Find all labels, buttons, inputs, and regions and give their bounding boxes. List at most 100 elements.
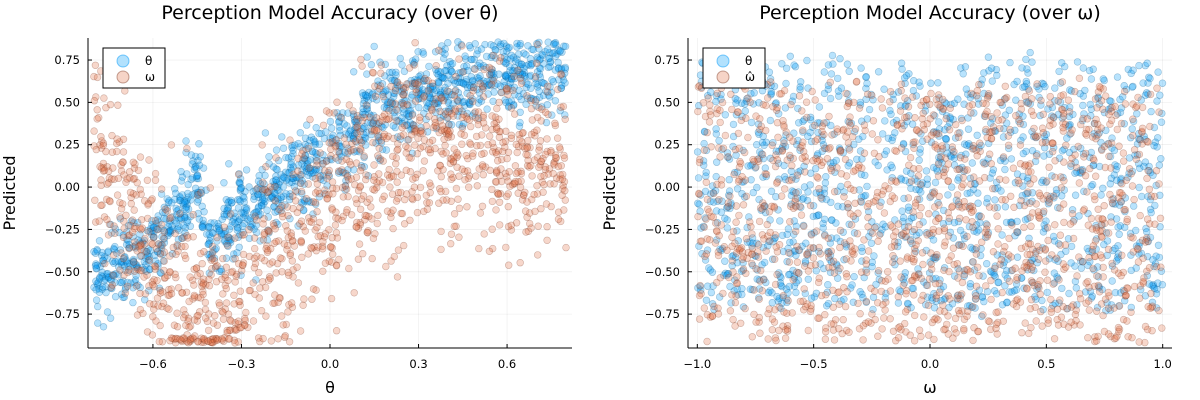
scatter-point	[829, 286, 837, 294]
scatter-point	[927, 265, 936, 273]
scatter-point	[504, 44, 512, 52]
scatter-point	[557, 64, 566, 73]
scatter-point	[842, 89, 850, 98]
scatter-point	[249, 210, 258, 218]
scatter-point	[507, 104, 516, 112]
scatter-point	[260, 200, 268, 208]
scatter-point	[843, 288, 851, 296]
scatter-point	[144, 255, 153, 263]
scatter-point	[410, 78, 419, 87]
scatter-point	[254, 177, 263, 185]
scatter-point	[715, 232, 723, 240]
scatter-point	[109, 244, 118, 253]
scatter-point	[276, 178, 284, 186]
scatter-point	[551, 38, 560, 47]
scatter-point	[923, 175, 931, 183]
scatter-point	[441, 107, 449, 116]
scatter-point	[263, 236, 272, 244]
legend-label-1: ω	[145, 70, 155, 84]
scatter-point	[103, 308, 112, 316]
scatter-point	[487, 41, 495, 49]
scatter-point	[403, 100, 411, 109]
scatter-point	[546, 57, 555, 66]
scatter-point	[109, 271, 117, 279]
scatter-point	[277, 203, 285, 212]
scatter-point	[467, 122, 475, 131]
scatter-point	[948, 143, 957, 151]
scatter-point	[874, 332, 882, 340]
scatter-point	[292, 173, 301, 182]
scatter-point	[786, 218, 794, 226]
scatter-point	[721, 111, 729, 119]
scatter-point	[945, 295, 954, 303]
scatter-point	[164, 222, 173, 231]
scatter-point	[561, 63, 569, 72]
scatter-point	[787, 100, 795, 109]
scatter-point	[549, 77, 557, 86]
scatter-point	[371, 92, 380, 101]
scatter-point	[328, 184, 337, 193]
scatter-point	[335, 255, 343, 264]
scatter-point	[312, 200, 320, 208]
scatter-point	[546, 83, 554, 91]
scatter-point	[397, 100, 406, 109]
scatter-point	[217, 231, 226, 239]
scatter-point	[118, 278, 126, 287]
scatter-point	[296, 143, 304, 151]
scatter-point	[199, 221, 207, 229]
scatter-point	[240, 194, 248, 202]
scatter-point	[165, 305, 173, 313]
scatter-point	[94, 278, 103, 286]
scatter-point	[847, 221, 856, 229]
scatter-point	[274, 220, 282, 229]
scatter-point	[496, 221, 504, 229]
scatter-point	[242, 166, 251, 174]
scatter-point	[1067, 303, 1076, 311]
scatter-point	[536, 55, 545, 63]
scatter-point	[447, 240, 455, 248]
scatter-point	[91, 196, 99, 205]
scatter-point	[350, 68, 358, 76]
scatter-point	[254, 203, 263, 211]
scatter-point	[316, 149, 324, 157]
scatter-point	[987, 276, 995, 285]
scatter-point	[1026, 305, 1035, 313]
scatter-point	[252, 276, 260, 284]
scatter-point	[353, 111, 362, 120]
scatter-point	[504, 177, 512, 185]
scatter-point	[450, 222, 458, 231]
scatter-point	[717, 181, 726, 189]
scatter-point	[388, 99, 397, 108]
scatter-point	[315, 129, 323, 138]
scatter-point	[1062, 141, 1070, 150]
scatter-point	[414, 90, 422, 98]
scatter-point	[934, 172, 943, 180]
scatter-point	[729, 315, 737, 324]
scatter-point	[210, 219, 218, 227]
scatter-point	[374, 87, 382, 96]
scatter-point	[706, 101, 714, 109]
scatter-point	[486, 166, 494, 175]
scatter-point	[149, 233, 158, 242]
scatter-point	[444, 97, 452, 105]
scatter-point	[205, 239, 214, 247]
scatter-point	[700, 304, 708, 312]
scatter-point	[356, 166, 365, 175]
legend-label-0: θ	[145, 54, 152, 68]
scatter-point	[554, 58, 562, 67]
scatter-point	[424, 76, 432, 85]
scatter-point	[461, 52, 469, 60]
scatter-point	[533, 53, 541, 61]
scatter-point	[560, 42, 568, 50]
scatter-point	[138, 266, 146, 274]
scatter-point	[459, 68, 467, 76]
scatter-point	[1001, 196, 1010, 204]
scatter-point	[126, 188, 135, 197]
scatter-point	[272, 165, 280, 173]
scatter-point	[445, 105, 453, 114]
scatter-point	[171, 216, 179, 224]
scatter-point	[924, 210, 933, 218]
scatter-point	[243, 204, 251, 212]
scatter-point	[134, 264, 142, 272]
scatter-point	[344, 144, 352, 153]
